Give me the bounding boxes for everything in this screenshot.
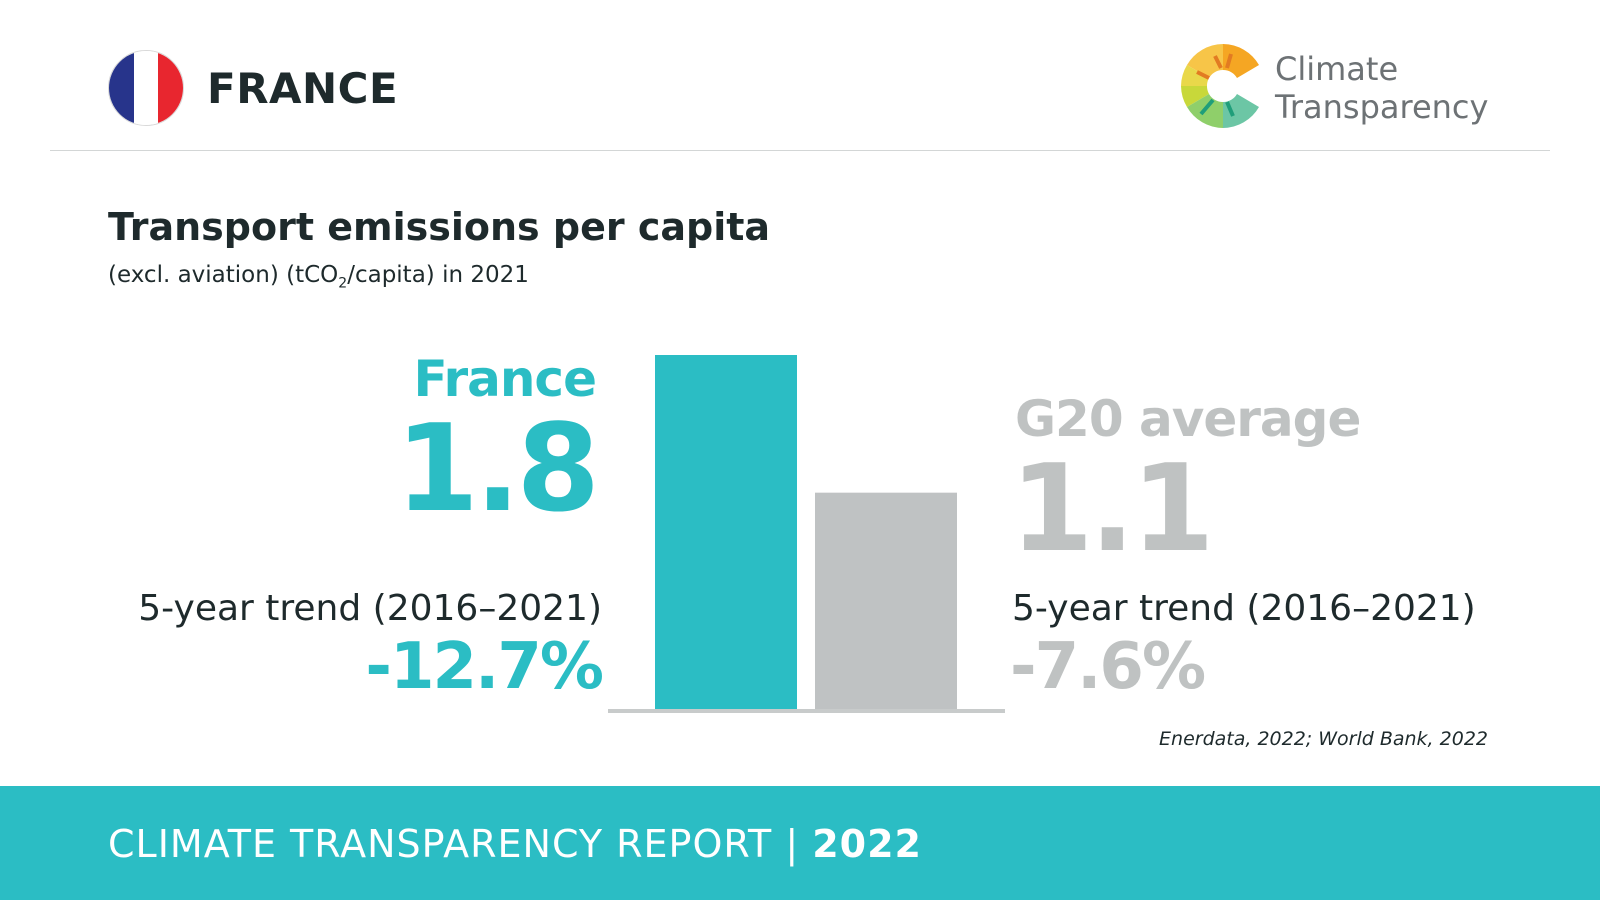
footer-banner: CLIMATE TRANSPARENCY REPORT | 2022 bbox=[0, 786, 1600, 900]
source-note: Enerdata, 2022; World Bank, 2022 bbox=[1159, 728, 1488, 750]
subtitle-text-a: (excl. aviation) (tCO bbox=[108, 262, 339, 288]
bar-g20-average bbox=[815, 492, 957, 709]
subtitle-subscript: 2 bbox=[338, 275, 348, 292]
g20-value: 1.1 bbox=[1010, 440, 1215, 579]
bar-france bbox=[655, 355, 797, 709]
g20-trend-value: -7.6% bbox=[1010, 630, 1206, 704]
france-label: France bbox=[413, 350, 597, 408]
subtitle-text-b: /capita) in 2021 bbox=[347, 262, 529, 288]
footer-separator: | bbox=[785, 822, 800, 866]
footer-year: 2022 bbox=[812, 822, 922, 866]
footer-report-name: CLIMATE TRANSPARENCY REPORT bbox=[108, 822, 773, 866]
g20-trend-label: 5-year trend (2016–2021) bbox=[1012, 588, 1476, 629]
france-trend-value: -12.7% bbox=[365, 630, 604, 704]
logo-line-2: Transparency bbox=[1275, 88, 1489, 126]
logo-line-1: Climate bbox=[1275, 50, 1399, 88]
g20-label: G20 average bbox=[1015, 390, 1361, 448]
france-value: 1.8 bbox=[395, 400, 600, 539]
chart-subtitle: (excl. aviation) (tCO2/capita) in 2021 bbox=[108, 262, 529, 292]
flag-stripe-white bbox=[133, 51, 159, 125]
footer-text: CLIMATE TRANSPARENCY REPORT | 2022 bbox=[108, 822, 922, 866]
header: FRANCE Climate Transparency bbox=[0, 0, 1600, 152]
chart-title: Transport emissions per capita bbox=[108, 205, 771, 249]
climate-transparency-logo-icon bbox=[1181, 44, 1259, 128]
country-name: FRANCE bbox=[207, 64, 399, 113]
france-trend-label: 5-year trend (2016–2021) bbox=[138, 588, 602, 629]
header-divider bbox=[50, 150, 1550, 151]
logo-text: Climate Transparency bbox=[1275, 50, 1488, 126]
